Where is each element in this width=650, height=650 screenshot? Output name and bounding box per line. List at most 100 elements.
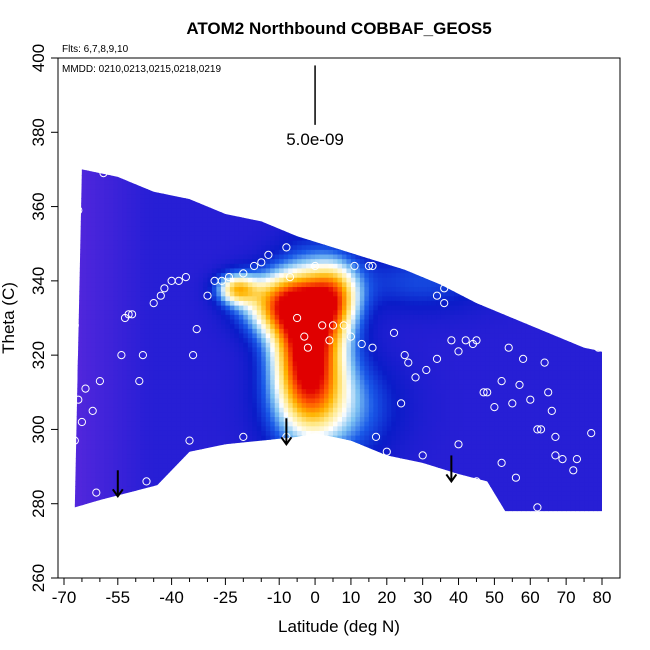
heatmap-cell [140,202,146,209]
heatmap-cell [122,379,128,385]
heatmap-cell [319,402,325,408]
heatmap-cell [113,221,119,227]
heatmap-cell [167,402,173,408]
heatmap-cell [306,318,312,325]
heatmap-cell [328,486,334,492]
heatmap-cell [292,328,298,334]
heatmap-cell [274,221,280,227]
heatmap-cell [274,277,280,283]
heatmap-cell [158,490,164,496]
heatmap-cell [315,267,321,274]
heatmap-cell [220,286,226,292]
heatmap-cell [270,281,276,288]
heatmap-cell [234,360,240,366]
heatmap-cell [185,514,190,519]
heatmap-cell [265,337,271,343]
heatmap-cell [247,365,253,371]
heatmap-cell [176,175,182,181]
heatmap-cell [180,402,186,408]
heatmap-cell [74,188,79,195]
heatmap-cell [176,291,182,297]
heatmap-cell [220,342,226,348]
heatmap-cell [131,198,137,204]
heatmap-cell [247,235,253,241]
heatmap-cell [149,407,155,413]
heatmap-cell [274,305,280,311]
heatmap-cell [135,170,141,176]
heatmap-cell [74,235,79,241]
heatmap-cell [301,435,307,441]
heatmap-cell [292,286,298,292]
heatmap-cell [324,490,330,496]
heatmap-cell [216,170,222,176]
heatmap-cell [153,370,159,376]
heatmap-cell [90,184,96,190]
heatmap-cell [99,221,105,227]
heatmap-cell [328,448,334,455]
heatmap-cell [126,272,132,278]
heatmap-cell [135,188,141,195]
heatmap-cell [211,202,218,209]
heatmap-cell [319,472,325,478]
heatmap-cell [158,169,164,171]
heatmap-cell [74,253,79,260]
heatmap-cell [297,202,303,209]
heatmap-cell [225,175,231,181]
heatmap-cell [113,188,119,195]
heatmap-cell [185,458,191,464]
heatmap-cell [301,490,307,496]
heatmap-cell [346,411,352,418]
heatmap-cell [153,216,159,223]
heatmap-cell [319,207,325,213]
heatmap-cell [306,244,312,250]
heatmap-cell [256,383,262,390]
heatmap-cell [225,286,231,292]
heatmap-cell [185,193,191,199]
heatmap-cell [108,476,114,483]
heatmap-cell [346,374,352,380]
heatmap-cell [180,235,186,241]
heatmap-cell [238,476,244,483]
heatmap-cell [113,272,119,278]
heatmap-cell [261,383,267,390]
heatmap-cell [256,453,262,459]
heatmap-cell [86,188,92,195]
heatmap-cell [86,179,92,185]
heatmap-cell [319,235,325,241]
heatmap-cell [265,188,271,195]
heatmap-cell [306,481,312,487]
heatmap-cell [252,411,258,418]
heatmap-cell [333,435,339,441]
heatmap-cell [153,286,159,292]
heatmap-cell [202,272,209,278]
heatmap-cell [162,379,168,385]
heatmap-cell [346,346,352,353]
heatmap-cell [243,170,249,176]
heatmap-cell [153,421,159,427]
heatmap-cell [104,188,110,195]
heatmap-cell [261,314,267,320]
heatmap-cell [274,481,280,487]
heatmap-cell [225,435,231,441]
heatmap-cell [247,397,253,404]
heatmap-cell [283,379,289,385]
heatmap-cell [225,481,231,487]
heatmap-cell [162,509,168,512]
heatmap-cell [131,249,137,255]
heatmap-cell [81,258,88,264]
heatmap-cell [64,208,69,213]
heatmap-cell [108,486,114,492]
heatmap-cell [104,161,109,166]
heatmap-cell [104,462,110,469]
heatmap-cell [198,286,204,292]
heatmap-cell [265,342,271,348]
heatmap-cell [144,388,150,394]
heatmap-cell [301,365,307,371]
heatmap-cell [261,486,267,492]
heatmap-cell [176,490,182,496]
heatmap-cell [319,277,325,283]
heatmap-cell [310,305,316,311]
heatmap-cell [122,388,128,394]
heatmap-cell [176,472,182,478]
heatmap-cell [341,346,348,353]
